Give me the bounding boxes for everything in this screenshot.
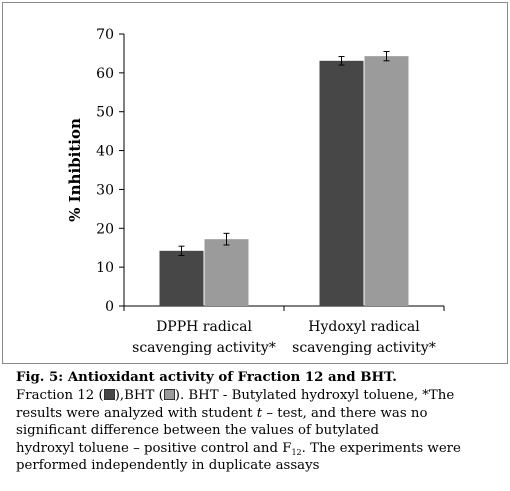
y-tick-label: 10 [96,260,114,276]
caption-line-2: results were analyzed with student t – t… [16,405,428,421]
bar-chart: 0 10 20 30 40 50 60 70 % Inhibition DPPH radical s… [66,27,445,356]
bar-bht [364,56,409,306]
x-category-label: Hydoxyl radical [308,319,420,335]
bar-bht [204,239,249,306]
y-tick-label: 40 [96,144,114,160]
x-category-label: DPPH radical [156,319,252,335]
chart-frame [2,2,508,364]
fraction-12-legend-swatch [103,389,115,400]
y-tick-label: 0 [105,299,114,315]
bar-fraction-12 [319,60,364,306]
y-axis-label: % Inhibition [66,118,84,222]
figure-caption-title: Fig. 5: Antioxidant activity of Fraction… [16,370,397,385]
y-tick-label: 50 [96,105,114,121]
bar-fraction-12 [159,250,204,306]
caption-line-3: significant difference between the value… [16,423,379,439]
caption-line-1: Fraction 12 (),BHT (). BHT - Butylated h… [16,388,455,403]
y-tick-label: 20 [96,221,114,237]
x-category-label: scavenging activity* [132,340,276,356]
x-category-label: scavenging activity* [292,340,436,356]
y-tick-label: 60 [96,66,114,82]
y-tick-label: 30 [96,182,114,198]
caption-line-4: hydroxyl toluene – positive control and … [16,440,461,457]
y-tick-label: 70 [96,27,114,43]
figure-caption-body: Fraction 12 (),BHT (). BHT - Butylated h… [16,387,498,475]
caption-line-5: performed independently in duplicate ass… [16,458,320,474]
bht-legend-swatch [163,389,175,400]
